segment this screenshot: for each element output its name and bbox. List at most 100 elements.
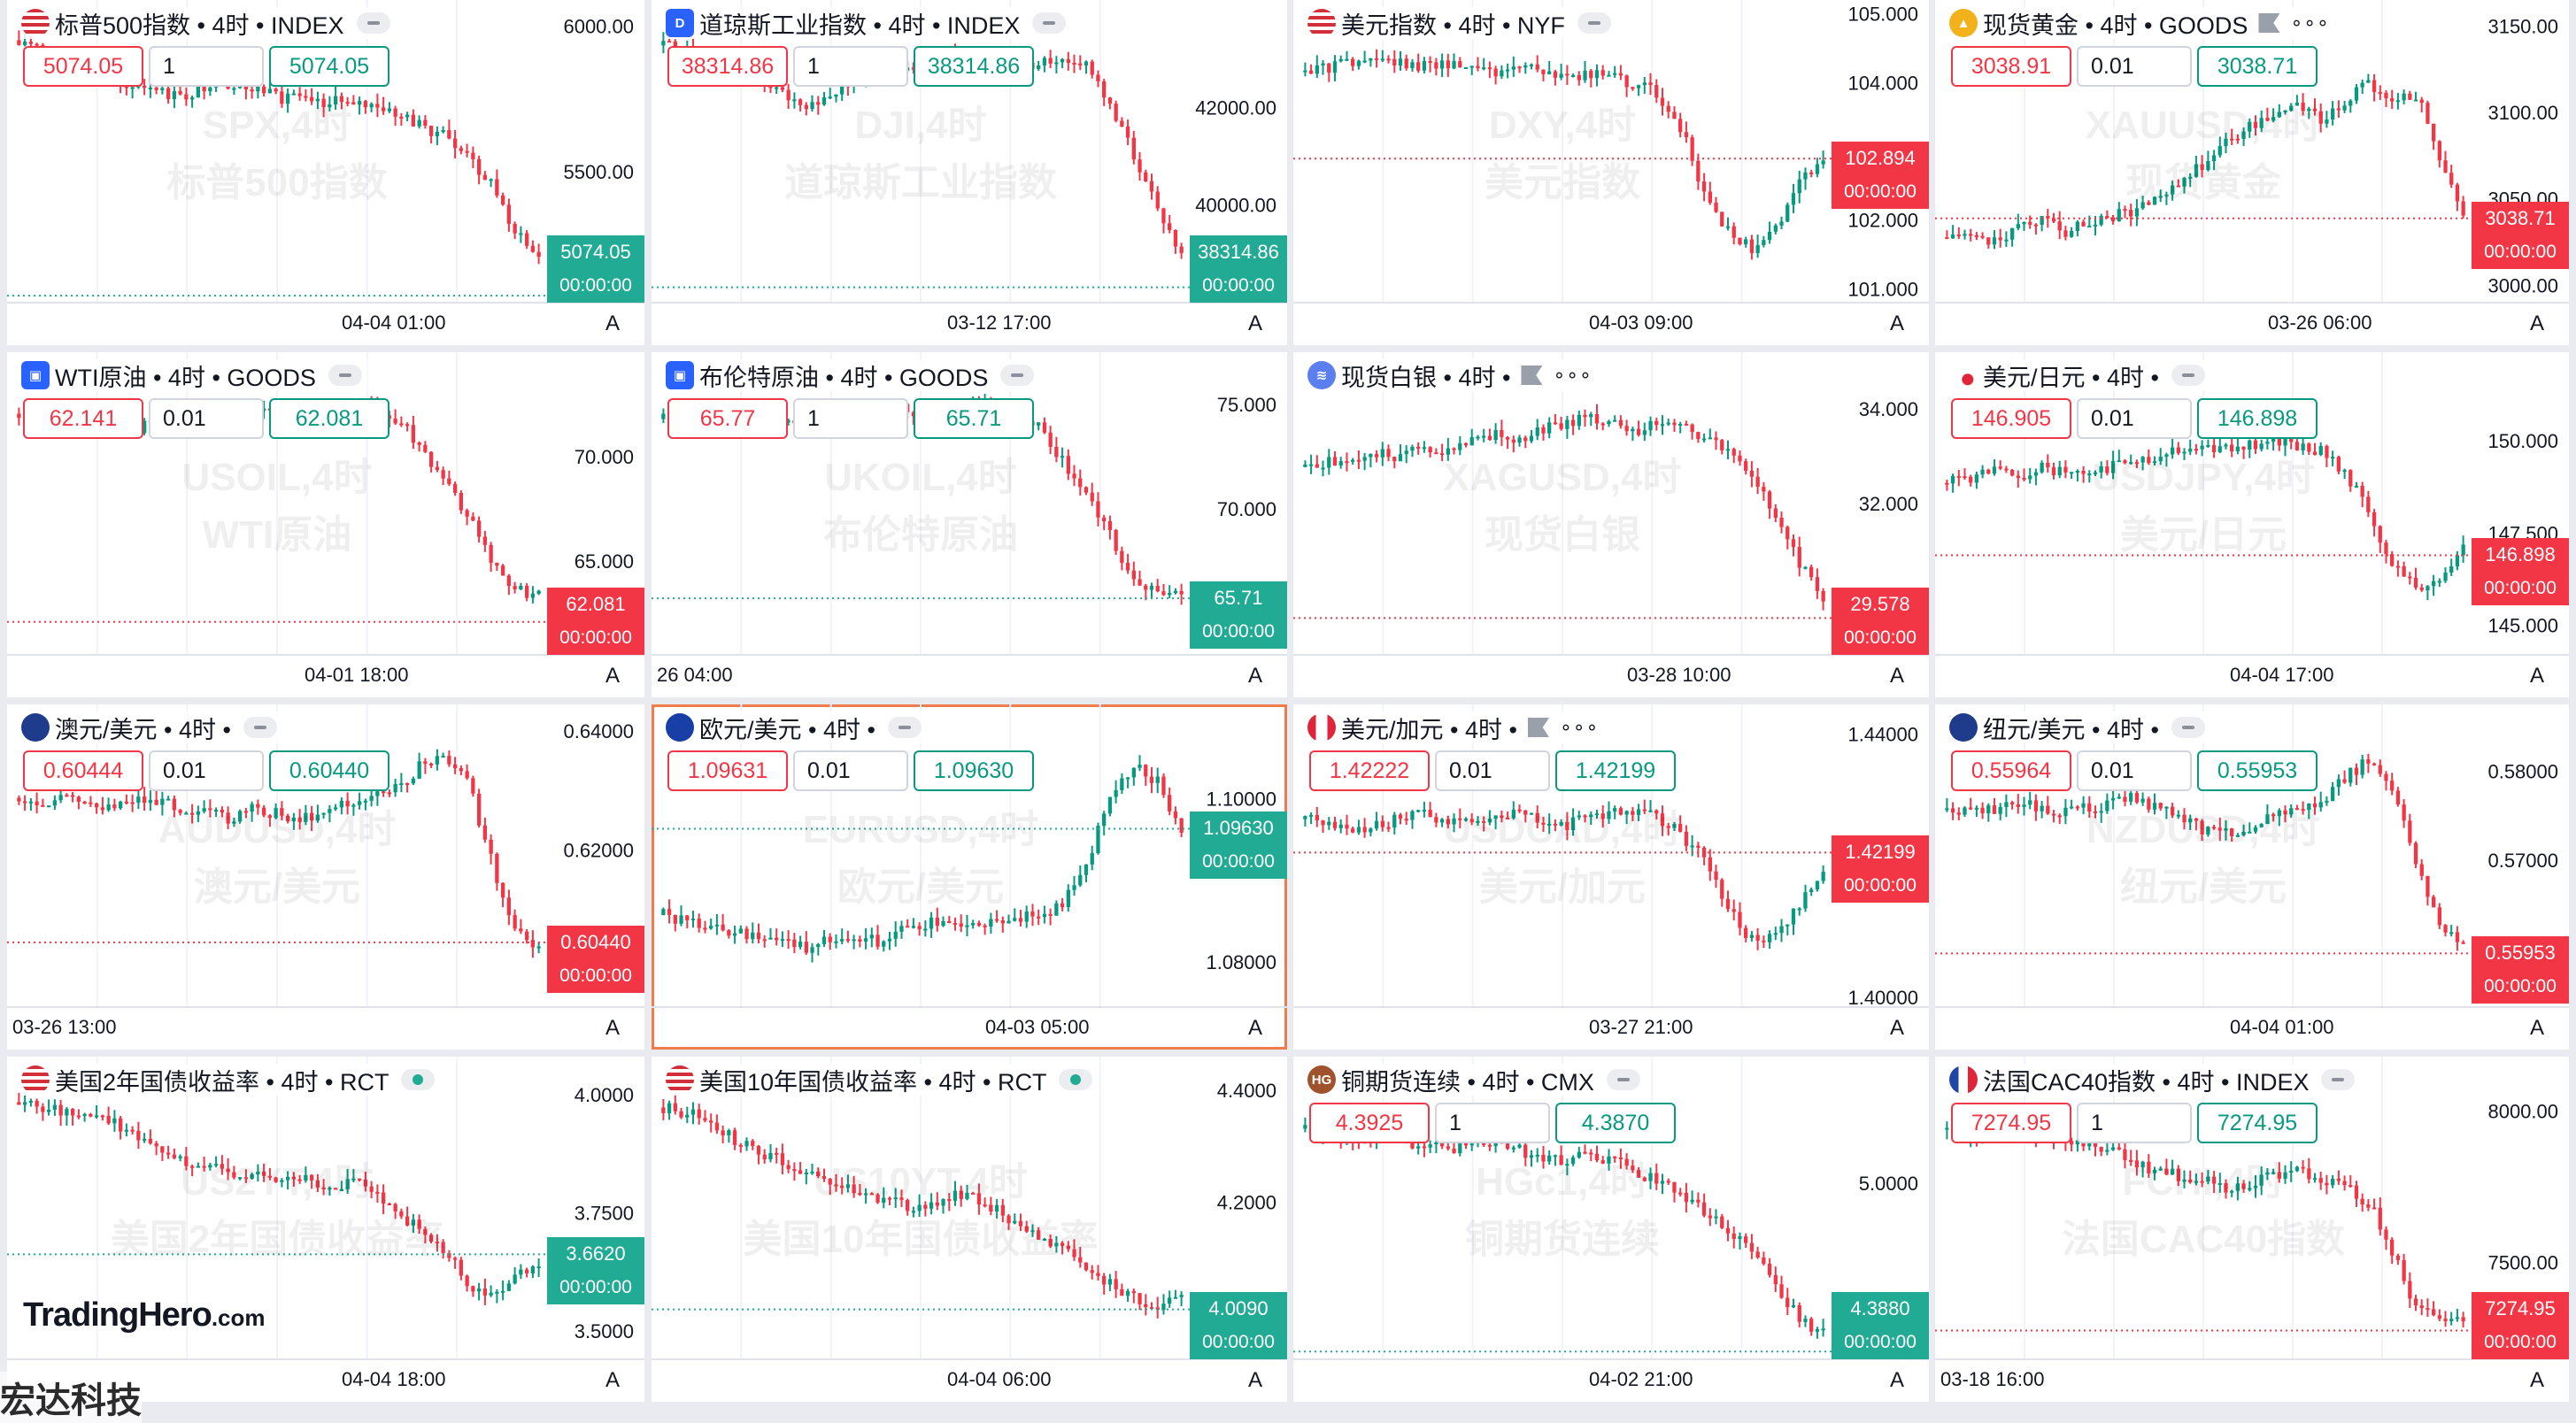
auto-scale-button[interactable]: A <box>1247 664 1262 688</box>
chart-plot[interactable]: 1.10000 1.08000 <box>652 704 1287 1050</box>
chart-plot[interactable]: 4.0000 3.7500 3.5000 <box>7 1057 644 1402</box>
auto-scale-button[interactable]: A <box>605 1016 620 1040</box>
buy-button[interactable]: 0.55953 <box>2197 750 2318 791</box>
quantity-input[interactable]: 1 <box>793 398 908 439</box>
auto-scale-button[interactable]: A <box>1247 1368 1262 1392</box>
chart-panel-spx[interactable]: 6000.00 5500.00 SPX,4时 标普500指数 标普500指数 • 4时 … <box>7 0 644 345</box>
quantity-input[interactable]: 1 <box>149 46 264 87</box>
collapse-toggle-icon[interactable] <box>2321 1069 2356 1090</box>
more-options-icon[interactable]: ∘∘∘ <box>2290 12 2330 34</box>
buy-button[interactable]: 4.3870 <box>1555 1103 1676 1143</box>
chart-panel-usdjpy[interactable]: 150.000 147.500 145.000 USDJPY,4时 美元/日元 美元/日元… <box>1935 352 2569 697</box>
symbol-header[interactable]: 法国CAC40指数 • 4时 • INDEX <box>1949 1064 2361 1096</box>
symbol-header[interactable]: ▲ 现货黄金 • 4时 • GOODS ∘∘∘ <box>1949 7 2335 39</box>
chart-panel-us10y[interactable]: 4.4000 4.2000 US10YT,4时 美国10年国债收益率 美国10年国债收益… <box>652 1057 1287 1402</box>
auto-scale-button[interactable]: A <box>2529 1016 2544 1040</box>
quantity-input[interactable]: 0.01 <box>1435 750 1550 791</box>
sell-button[interactable]: 5074.05 <box>23 46 143 87</box>
quantity-input[interactable]: 0.01 <box>149 398 264 439</box>
symbol-header[interactable]: ▣ WTI原油 • 4时 • GOODS <box>21 359 367 391</box>
buy-button[interactable]: 1.42199 <box>1555 750 1676 791</box>
collapse-toggle-icon[interactable] <box>2171 365 2205 386</box>
chart-plot[interactable]: 4.4000 4.2000 <box>652 1057 1287 1402</box>
symbol-header[interactable]: 纽元/美元 • 4时 • <box>1949 712 2210 743</box>
flag-icon[interactable] <box>1521 365 1543 385</box>
quantity-input[interactable]: 0.01 <box>793 750 908 791</box>
chart-plot[interactable]: 0.64000 0.62000 <box>7 704 644 1050</box>
chart-plot[interactable]: 0.58000 0.57000 <box>1935 704 2569 1050</box>
sell-button[interactable]: 1.42222 <box>1309 750 1430 791</box>
chart-panel-eurusd[interactable]: 1.10000 1.08000 EURUSD,4时 欧元/美元 欧元/美元 • 4时 •… <box>652 704 1287 1050</box>
collapse-toggle-icon[interactable] <box>887 717 922 738</box>
auto-scale-button[interactable]: A <box>2529 312 2544 335</box>
auto-scale-button[interactable]: A <box>1889 664 1904 688</box>
symbol-header[interactable]: 美国10年国债收益率 • 4时 • RCT <box>666 1064 1099 1096</box>
sell-button[interactable]: 0.60444 <box>23 750 143 791</box>
sell-button[interactable]: 3038.91 <box>1951 46 2071 87</box>
buy-button[interactable]: 146.898 <box>2197 398 2318 439</box>
chart-panel-usoil[interactable]: 70.000 65.000 USOIL,4时 WTI原油 ▣ WTI原油 • 4时 • G… <box>7 352 644 697</box>
auto-scale-button[interactable]: A <box>1247 1016 1262 1040</box>
auto-scale-button[interactable]: A <box>1889 312 1904 335</box>
chart-panel-audusd[interactable]: 0.64000 0.62000 AUDUSD,4时 澳元/美元 澳元/美元 • 4时 •… <box>7 704 644 1050</box>
chart-panel-usdcad[interactable]: 1.44000 1.40000 USDCAD,4时 美元/加元 美元/加元 • 4时 •… <box>1293 704 1929 1050</box>
symbol-header[interactable]: D 道琼斯工业指数 • 4时 • INDEX <box>666 7 1072 39</box>
collapse-toggle-icon[interactable] <box>1032 12 1067 34</box>
collapse-toggle-icon[interactable] <box>1000 365 1035 386</box>
collapse-toggle-icon[interactable] <box>328 365 362 386</box>
auto-scale-button[interactable]: A <box>1247 312 1262 335</box>
market-status-icon[interactable] <box>1059 1069 1093 1090</box>
sell-button[interactable]: 38314.86 <box>667 46 788 87</box>
collapse-toggle-icon[interactable] <box>1577 12 1611 34</box>
chart-panel-xau[interactable]: 3150.00 3100.00 3050.00 3000.00 XAUUSD,4时 现货黄… <box>1935 0 2569 345</box>
chart-panel-us2y[interactable]: 4.00003.75003.5000US2YT,4时美国2年国债收益率美国2年国… <box>7 1057 644 1402</box>
collapse-toggle-icon[interactable] <box>1606 1069 1640 1090</box>
sell-button[interactable]: 65.77 <box>667 398 788 439</box>
buy-button[interactable]: 0.60440 <box>269 750 389 791</box>
quantity-input[interactable]: 1 <box>793 46 908 87</box>
buy-button[interactable]: 5074.05 <box>269 46 389 87</box>
auto-scale-button[interactable]: A <box>1889 1368 1904 1392</box>
collapse-toggle-icon[interactable] <box>356 12 390 34</box>
symbol-header[interactable]: ≋ 现货白银 • 4时 • ∘∘∘ <box>1307 359 1598 391</box>
symbol-header[interactable]: 澳元/美元 • 4时 • <box>21 712 282 743</box>
sell-button[interactable]: 62.141 <box>23 398 143 439</box>
flag-icon[interactable] <box>2258 13 2280 33</box>
chart-plot[interactable]: 105.000 104.000 102.000 101.000 <box>1293 0 1929 345</box>
chart-panel-dji[interactable]: 42000.00 40000.00 DJI,4时 道琼斯工业指数 D 道琼斯工业指数 • … <box>652 0 1287 345</box>
symbol-header[interactable]: 标普500指数 • 4时 • INDEX <box>21 7 396 39</box>
quantity-input[interactable]: 0.01 <box>2077 750 2192 791</box>
symbol-header[interactable]: 美元/加元 • 4时 • ∘∘∘ <box>1307 712 1605 743</box>
more-options-icon[interactable]: ∘∘∘ <box>1559 716 1600 738</box>
auto-scale-button[interactable]: A <box>2529 664 2544 688</box>
chart-panel-ukoil[interactable]: 75.000 70.000 UKOIL,4时 布伦特原油 ▣ 布伦特原油 • 4时 • G… <box>652 352 1287 697</box>
sell-button[interactable]: 0.55964 <box>1951 750 2071 791</box>
quantity-input[interactable]: 1 <box>2077 1103 2192 1143</box>
symbol-header[interactable]: 美元指数 • 4时 • NYF <box>1307 7 1616 39</box>
sell-button[interactable]: 4.3925 <box>1309 1103 1430 1143</box>
sell-button[interactable]: 7274.95 <box>1951 1103 2071 1143</box>
auto-scale-button[interactable]: A <box>605 664 620 688</box>
chart-panel-cac40[interactable]: 8000.007500.00FCHI,4时法国CAC40指数法国CAC40指数 … <box>1935 1057 2569 1402</box>
auto-scale-button[interactable]: A <box>605 1368 620 1392</box>
auto-scale-button[interactable]: A <box>605 312 620 335</box>
more-options-icon[interactable]: ∘∘∘ <box>1553 364 1593 386</box>
chart-plot[interactable]: 1.44000 1.40000 <box>1293 704 1929 1050</box>
collapse-toggle-icon[interactable] <box>2171 717 2205 738</box>
buy-button[interactable]: 38314.86 <box>914 46 1034 87</box>
symbol-header[interactable]: ▣ 布伦特原油 • 4时 • GOODS <box>666 359 1040 391</box>
symbol-header[interactable]: 欧元/美元 • 4时 • <box>666 712 927 743</box>
flag-icon[interactable] <box>1527 718 1549 737</box>
quantity-input[interactable]: 0.01 <box>2077 46 2192 87</box>
collapse-toggle-icon[interactable] <box>243 717 277 738</box>
buy-button[interactable]: 7274.95 <box>2197 1103 2318 1143</box>
buy-button[interactable]: 65.71 <box>914 398 1034 439</box>
symbol-header[interactable]: 美国2年国债收益率 • 4时 • RCT <box>21 1064 441 1096</box>
symbol-header[interactable]: 美元/日元 • 4时 • <box>1949 359 2210 391</box>
auto-scale-button[interactable]: A <box>2529 1368 2544 1392</box>
sell-button[interactable]: 146.905 <box>1951 398 2071 439</box>
quantity-input[interactable]: 0.01 <box>2077 398 2192 439</box>
auto-scale-button[interactable]: A <box>1889 1016 1904 1040</box>
buy-button[interactable]: 3038.71 <box>2197 46 2318 87</box>
